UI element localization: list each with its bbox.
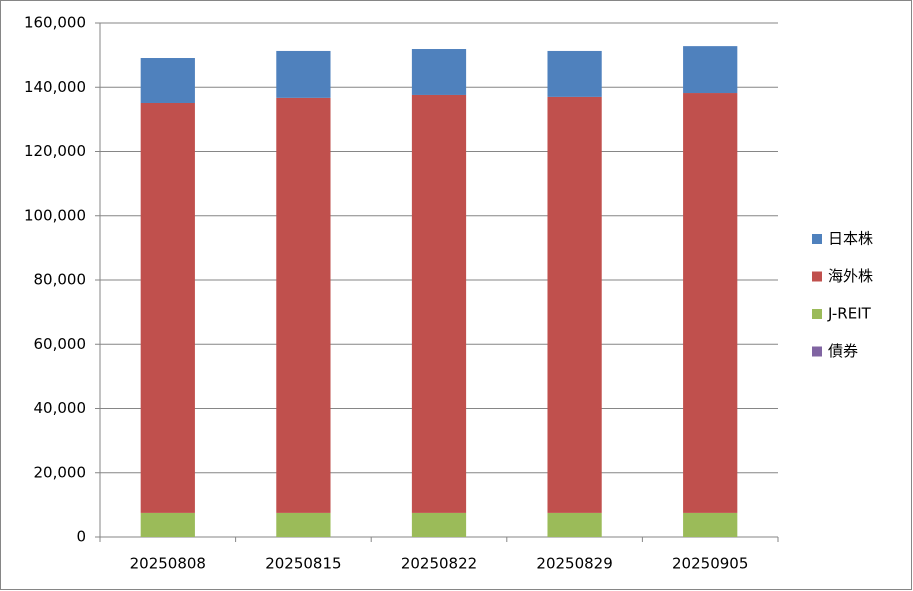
bar-segment	[411, 94, 467, 513]
y-tick-label: 20,000	[34, 463, 87, 481]
y-tick-label: 60,000	[34, 335, 87, 353]
legend-label: 債券	[828, 342, 858, 360]
bar-segment	[547, 512, 602, 537]
legend-swatch	[812, 346, 822, 357]
x-tick-label: 20250815	[265, 555, 341, 573]
y-tick-label: 0	[76, 528, 86, 546]
legend-swatch	[812, 234, 822, 244]
x-tick-label: 20250829	[536, 555, 612, 573]
x-tick-label: 20250808	[130, 555, 206, 573]
y-tick-label: 100,000	[24, 206, 86, 224]
bar-segment	[683, 512, 738, 537]
y-tick-label: 80,000	[34, 271, 87, 289]
y-tick-label: 40,000	[34, 399, 87, 417]
x-tick-label: 20250822	[401, 555, 477, 573]
x-tick-label: 20250905	[672, 555, 748, 573]
bar-segment	[547, 50, 602, 97]
bar-segment	[140, 102, 195, 513]
bar-segment	[547, 96, 602, 513]
legend-swatch	[812, 271, 822, 282]
legend-label: J-REIT	[827, 305, 872, 323]
bar-segment	[276, 50, 331, 98]
y-tick-label: 140,000	[24, 78, 86, 96]
y-tick-label: 120,000	[24, 142, 86, 160]
bar-segment	[683, 93, 738, 513]
bar-segment	[140, 58, 195, 103]
bar-segment	[411, 512, 467, 537]
bar-segment	[683, 46, 738, 94]
legend-label: 日本株	[828, 230, 873, 248]
y-tick-label: 160,000	[24, 14, 86, 32]
legend-label: 海外株	[828, 267, 873, 285]
bar-segment	[411, 49, 467, 95]
bar-segment	[140, 512, 195, 537]
bar-segment	[276, 97, 331, 513]
legend-swatch	[812, 309, 822, 319]
bar-segment	[276, 512, 331, 537]
